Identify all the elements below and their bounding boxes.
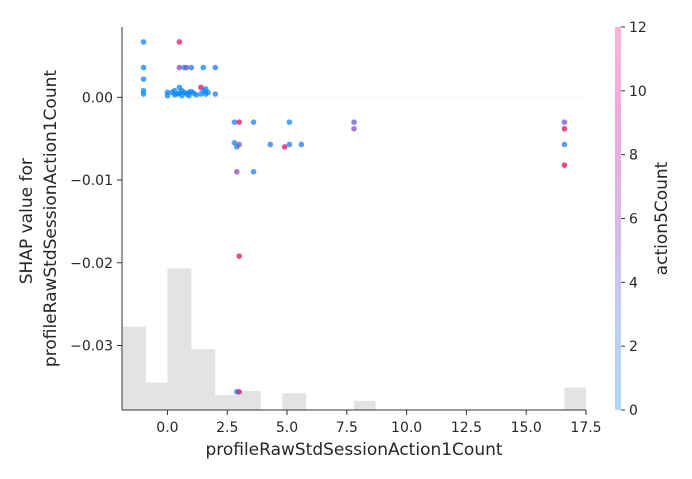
scatter-points	[140, 39, 568, 395]
scatter-point	[286, 119, 293, 125]
colorbar-tick-label: 6	[629, 212, 638, 228]
scatter-point	[200, 64, 207, 71]
histogram-bar	[145, 382, 168, 410]
scatter-point	[236, 253, 242, 259]
scatter-point	[234, 168, 240, 175]
scatter-point	[281, 144, 288, 150]
colorbar-tick-label: 2	[629, 339, 638, 355]
colorbar-tick-label: 10	[629, 84, 647, 100]
scatter-point	[176, 39, 183, 45]
scatter-point	[140, 64, 147, 71]
scatter-point	[236, 141, 242, 148]
scatter-point	[193, 92, 199, 98]
histogram-bar	[236, 390, 261, 410]
y-tick-label: −0.01	[70, 173, 113, 189]
histogram-bar	[215, 394, 237, 410]
scatter-point	[236, 389, 242, 395]
scatter-point	[176, 64, 183, 71]
y-axis-label-line-2: profileRawStdSessionAction1Count	[41, 70, 61, 367]
x-axis-ticks: 0.0 2.5 5.0 7.5 10.0 12.5 15.0 17.5	[156, 410, 602, 436]
scatter-point	[164, 92, 171, 99]
scatter-point	[212, 64, 219, 71]
scatter-point	[140, 91, 147, 97]
x-tick-label: 5.0	[276, 420, 298, 436]
x-tick-label: 15.0	[511, 420, 542, 436]
y-tick-label: −0.03	[70, 338, 113, 354]
scatter-point	[561, 125, 568, 132]
scatter-point	[183, 64, 190, 71]
histogram-bar	[191, 349, 216, 410]
y-tick-label: −0.02	[70, 256, 113, 272]
scatter-point	[186, 92, 192, 99]
histogram-bar	[167, 268, 192, 410]
scatter-point	[351, 119, 357, 125]
scatter-point	[267, 141, 274, 148]
scatter-point	[231, 140, 238, 146]
colorbar-label: action5Count	[652, 161, 672, 275]
histogram-bar	[564, 387, 586, 410]
colorbar-ticks: 0 2 4 6 8 10 12	[621, 20, 647, 419]
scatter-point	[298, 141, 305, 148]
x-tick-label: 7.5	[336, 420, 358, 436]
x-tick-label: 0.0	[156, 420, 178, 436]
scatter-point	[205, 89, 211, 96]
x-tick-label: 2.5	[216, 420, 238, 436]
y-axis-ticks: 0.00 −0.01 −0.02 −0.03	[70, 90, 122, 354]
y-axis-label-line-1: SHAP value for	[17, 158, 37, 284]
scatter-point	[140, 76, 147, 82]
y-axis-label: SHAP value for profileRawStdSessionActio…	[17, 70, 61, 367]
scatter-point	[188, 64, 195, 71]
colorbar-tick-label: 0	[629, 403, 638, 419]
x-tick-label: 10.0	[391, 420, 422, 436]
scatter-point	[561, 162, 568, 168]
histogram-bar	[282, 393, 307, 410]
colorbar-tick-label: 8	[629, 148, 638, 164]
scatter-point	[231, 119, 238, 125]
colorbar	[615, 27, 621, 410]
scatter-point	[236, 119, 242, 125]
scatter-point	[561, 119, 568, 125]
histogram-bar	[354, 400, 376, 410]
histogram-bar	[122, 326, 146, 410]
scatter-point	[286, 141, 293, 148]
y-tick-label: 0.00	[82, 90, 113, 106]
colorbar-tick-label: 4	[629, 275, 638, 291]
x-tick-label: 17.5	[570, 420, 601, 436]
scatter-point	[250, 168, 257, 175]
x-axis-label: profileRawStdSessionAction1Count	[205, 440, 502, 460]
colorbar-tick-label: 12	[629, 20, 647, 36]
scatter-point	[250, 119, 257, 125]
x-tick-label: 12.5	[451, 420, 482, 436]
scatter-point	[212, 91, 219, 97]
scatter-point	[351, 125, 357, 132]
scatter-point	[561, 141, 568, 148]
scatter-point	[140, 39, 147, 45]
feature-histogram	[122, 268, 586, 410]
